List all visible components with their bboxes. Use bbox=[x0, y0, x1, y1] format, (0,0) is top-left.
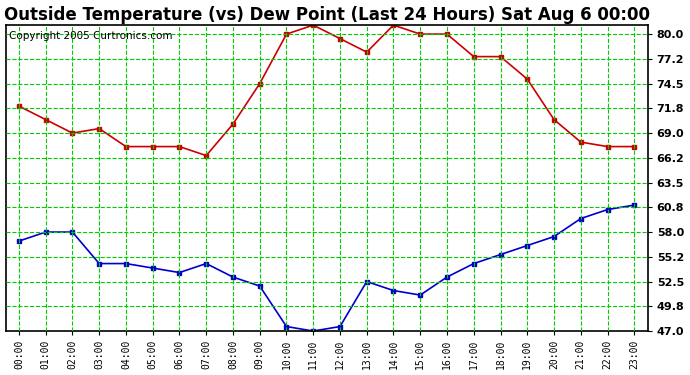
Title: Outside Temperature (vs) Dew Point (Last 24 Hours) Sat Aug 6 00:00: Outside Temperature (vs) Dew Point (Last… bbox=[3, 6, 649, 24]
Text: Copyright 2005 Curtronics.com: Copyright 2005 Curtronics.com bbox=[9, 31, 172, 41]
